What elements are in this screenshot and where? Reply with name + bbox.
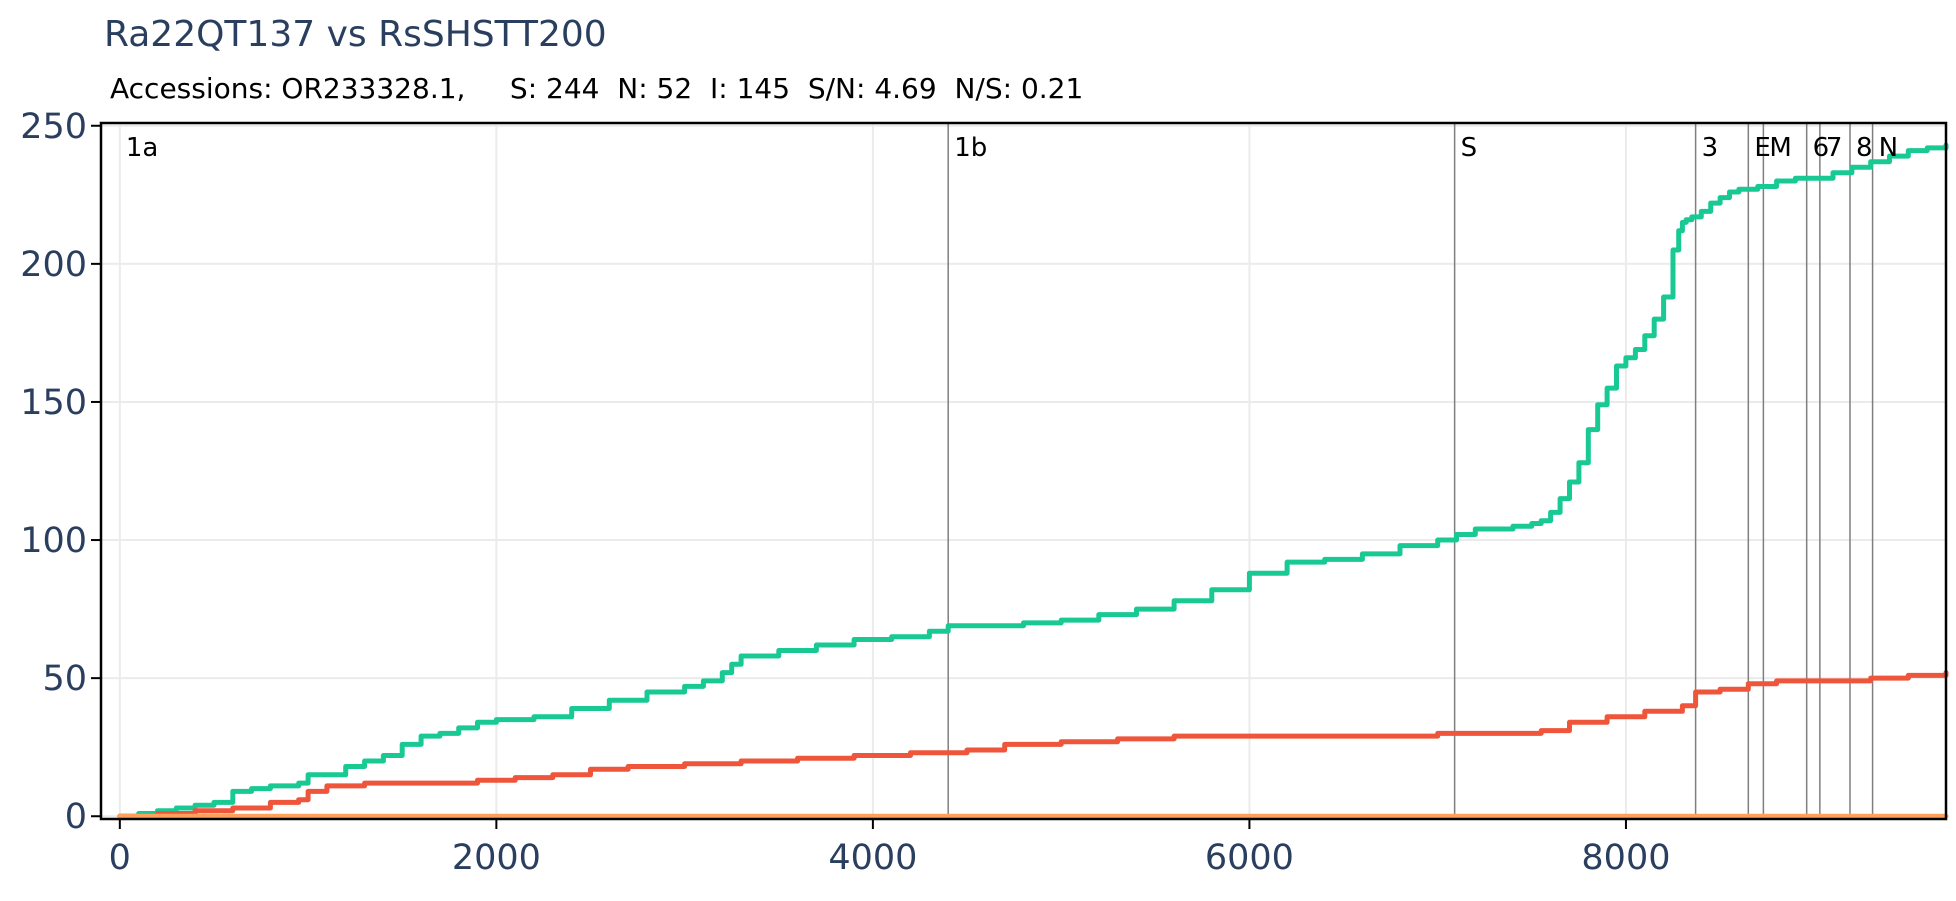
plot-background <box>101 123 1946 819</box>
x-tick-label-4: 8000 <box>1581 838 1670 878</box>
chart-subtitle: Accessions: OR233328.1, S: 244 N: 52 I: … <box>110 72 1084 105</box>
region-label-9: N <box>1879 133 1898 163</box>
x-axis-ticks: 0 2000 4000 6000 8000 <box>109 819 1670 878</box>
region-label-3: 3 <box>1702 133 1719 163</box>
x-tick-label-3: 6000 <box>1205 838 1294 878</box>
region-label-7: 7 <box>1826 133 1843 163</box>
y-tick-label-3: 150 <box>20 383 87 423</box>
region-label-5: M <box>1769 133 1791 163</box>
region-label-0: 1a <box>126 133 158 163</box>
y-tick-label-4: 200 <box>20 245 87 285</box>
chart-title: Ra22QT137 vs RsSHSTT200 <box>104 14 607 55</box>
region-label-1: 1b <box>954 133 987 163</box>
x-tick-label-0: 0 <box>109 838 131 878</box>
grid <box>101 123 1946 819</box>
series-line-1 <box>117 670 1949 819</box>
x-tick-label-2: 4000 <box>828 838 917 878</box>
region-label-4: E <box>1754 133 1770 163</box>
y-tick-label-2: 100 <box>20 521 87 561</box>
series-layer <box>117 142 1949 819</box>
x-tick-label-1: 2000 <box>452 838 541 878</box>
y-tick-label-0: 0 <box>65 797 87 837</box>
region-lines <box>947 123 1874 819</box>
y-axis-ticks: 0 50 100 150 200 250 <box>20 107 101 837</box>
region-labels: 1a 1b S 3 EM 67 8 N <box>126 133 1898 163</box>
region-label-8: 8 <box>1856 133 1873 163</box>
region-label-6: 6 <box>1813 133 1830 163</box>
y-tick-label-1: 50 <box>42 659 87 699</box>
series-line-0 <box>117 142 1949 819</box>
y-tick-label-5: 250 <box>20 107 87 147</box>
region-label-2: S <box>1461 133 1478 163</box>
plot-frame <box>99 121 1948 821</box>
